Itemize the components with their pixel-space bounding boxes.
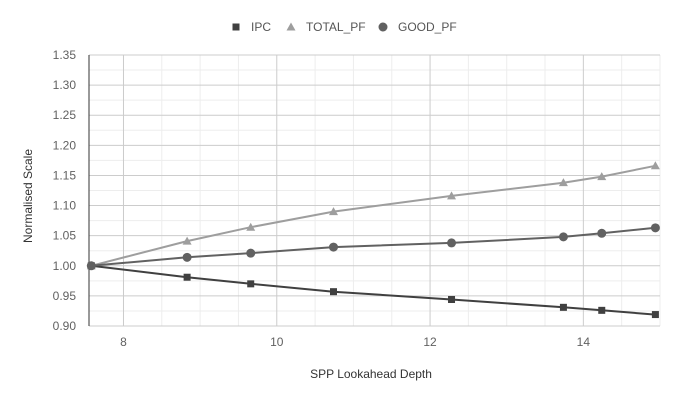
legend-item-ipc: IPC bbox=[232, 20, 271, 34]
x-tick-label: 10 bbox=[270, 335, 284, 349]
data-point-good-pf bbox=[86, 261, 96, 271]
data-point-total-pf bbox=[558, 178, 568, 187]
data-point-total-pf bbox=[597, 172, 607, 181]
legend-label-good-pf: GOOD_PF bbox=[398, 20, 457, 34]
data-point-total-pf bbox=[182, 236, 192, 245]
legend-label-ipc: IPC bbox=[251, 20, 271, 34]
legend: IPC TOTAL_PF GOOD_PF bbox=[232, 20, 457, 34]
data-point-total-pf bbox=[447, 191, 457, 200]
legend-label-total-pf: TOTAL_PF bbox=[306, 20, 366, 34]
data-point-ipc bbox=[651, 311, 659, 319]
series-line-ipc bbox=[91, 264, 656, 316]
series-ipc bbox=[87, 262, 659, 319]
x-axis-title: SPP Lookahead Depth bbox=[310, 367, 432, 381]
series-line-good-pf bbox=[91, 226, 656, 267]
legend-marker-ipc bbox=[232, 23, 240, 31]
data-point-good-pf bbox=[558, 232, 568, 242]
data-point-ipc bbox=[183, 273, 191, 281]
legend-item-total-pf: TOTAL_PF bbox=[286, 20, 366, 34]
y-tick-label: 1.15 bbox=[53, 168, 77, 182]
grid bbox=[88, 54, 661, 327]
x-tick-label: 8 bbox=[120, 335, 127, 349]
data-point-ipc bbox=[598, 306, 606, 314]
data-point-ipc bbox=[247, 280, 255, 288]
y-tick-label: 1.10 bbox=[53, 199, 77, 213]
data-point-ipc bbox=[448, 296, 456, 304]
legend-item-good-pf: GOOD_PF bbox=[378, 20, 457, 34]
y-tick-label: 1.25 bbox=[53, 108, 77, 122]
data-point-ipc bbox=[559, 303, 567, 311]
y-tick-label: 1.20 bbox=[53, 138, 77, 152]
series-layer bbox=[86, 161, 660, 319]
y-tick-label: 0.95 bbox=[53, 289, 77, 303]
data-point-total-pf bbox=[328, 207, 338, 216]
data-point-good-pf bbox=[246, 248, 256, 258]
data-point-good-pf bbox=[597, 228, 607, 238]
series-good-pf bbox=[86, 223, 660, 271]
data-point-good-pf bbox=[447, 238, 457, 248]
y-axis-title: Normalised Scale bbox=[21, 149, 35, 243]
legend-marker-good-pf bbox=[378, 22, 388, 32]
series-line-total-pf bbox=[91, 164, 656, 267]
y-tick-label: 1.05 bbox=[53, 229, 77, 243]
x-tick-label: 14 bbox=[577, 335, 591, 349]
y-tick-label: 0.90 bbox=[53, 319, 77, 333]
y-tick-label: 1.35 bbox=[53, 48, 77, 62]
y-tick-label: 1.00 bbox=[53, 259, 77, 273]
data-point-ipc bbox=[329, 288, 337, 296]
tick-labels: 8 10 12 14 0.90 0.95 1.00 1.05 1.10 1.15 1.20 1.25 1… bbox=[53, 48, 591, 349]
data-point-total-pf bbox=[650, 161, 660, 170]
data-point-good-pf bbox=[182, 252, 192, 262]
data-point-good-pf bbox=[650, 223, 660, 233]
data-point-total-pf bbox=[246, 222, 256, 231]
data-point-good-pf bbox=[328, 242, 338, 252]
y-tick-label: 1.30 bbox=[53, 78, 77, 92]
series-total-pf bbox=[86, 161, 660, 270]
x-tick-label: 12 bbox=[423, 335, 437, 349]
legend-marker-total-pf bbox=[286, 22, 296, 31]
